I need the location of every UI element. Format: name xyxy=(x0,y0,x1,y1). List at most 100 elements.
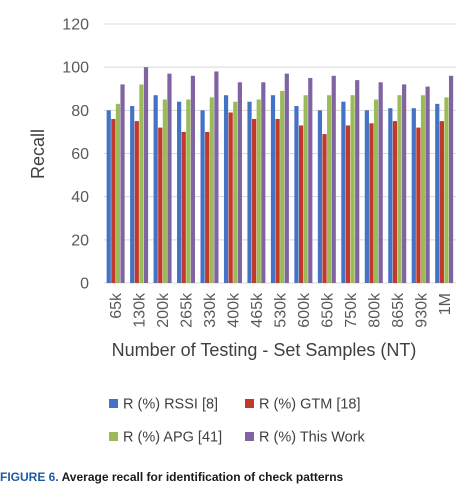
bar xyxy=(303,95,308,283)
x-tick-label: 1M xyxy=(437,293,454,315)
bar xyxy=(143,67,149,284)
bar xyxy=(298,125,304,283)
bar xyxy=(341,101,346,283)
x-tick-label: 65k xyxy=(108,292,125,319)
bar xyxy=(177,101,182,283)
bar xyxy=(322,134,327,283)
x-tick-label: 750k xyxy=(343,292,360,328)
bar xyxy=(355,80,360,283)
bar xyxy=(167,73,172,284)
bar xyxy=(200,110,205,283)
x-tick-label: 200k xyxy=(155,292,172,328)
legend-entry: R (%) RSSI [8] xyxy=(109,397,218,413)
legend-swatch xyxy=(245,399,254,408)
bar xyxy=(327,95,332,283)
x-tick-label: 650k xyxy=(319,292,336,328)
bar xyxy=(331,75,336,283)
bar xyxy=(284,73,289,284)
bar xyxy=(369,123,374,284)
x-axis-tick-labels: 65k 130k 200k 265k 330k 400k 465k 530k 600k 650k 7… xyxy=(108,292,454,328)
bar xyxy=(425,86,430,283)
bar xyxy=(261,82,266,284)
bar xyxy=(214,71,219,283)
x-tick-label: 600k xyxy=(296,292,313,328)
y-tick-label: 40 xyxy=(71,189,89,206)
x-tick-label: 465k xyxy=(249,292,266,328)
bar xyxy=(439,121,444,283)
x-tick-label: 865k xyxy=(390,292,407,328)
recall-bar-chart: 0 20 40 60 80 100 120 65k 130k 200k 265k 330k 400k 4… xyxy=(28,17,456,446)
bar xyxy=(120,84,125,283)
legend-label: R (%) APG [41] xyxy=(123,430,222,446)
bar xyxy=(247,101,252,283)
bar xyxy=(435,103,440,283)
x-tick-label: 530k xyxy=(273,292,290,328)
bar xyxy=(378,82,383,284)
legend-label: R (%) This Work xyxy=(259,430,366,446)
bar xyxy=(308,77,313,283)
y-axis-title: Recall xyxy=(28,129,48,179)
bar xyxy=(209,97,214,283)
bar xyxy=(397,95,402,283)
figure-caption-text: Average recall for identification of che… xyxy=(61,470,344,484)
x-tick-label: 800k xyxy=(366,292,383,328)
y-tick-label: 100 xyxy=(62,60,89,77)
bar xyxy=(256,99,261,284)
bar xyxy=(448,75,454,283)
gridlines xyxy=(104,23,456,284)
bar xyxy=(350,95,355,283)
bar xyxy=(444,97,449,283)
legend-entry: R (%) This Work xyxy=(245,430,366,446)
bar xyxy=(186,99,191,284)
bar xyxy=(317,110,323,283)
bar xyxy=(130,106,135,284)
bars xyxy=(106,67,454,284)
bar xyxy=(420,95,426,283)
bar xyxy=(364,110,369,283)
bar xyxy=(190,75,196,283)
bar xyxy=(411,108,416,283)
bar xyxy=(162,99,167,284)
bar xyxy=(275,118,280,283)
x-tick-label: 265k xyxy=(179,292,196,328)
bar xyxy=(233,101,238,283)
legend: R (%) RSSI [8] R (%) GTM [18] R (%) APG [4… xyxy=(109,397,366,446)
figure-caption-label: FIGURE 6. xyxy=(0,470,59,484)
bar xyxy=(294,106,299,284)
bar xyxy=(153,95,158,283)
bar xyxy=(228,112,233,283)
legend-swatch xyxy=(109,432,118,441)
bar xyxy=(139,84,144,283)
x-tick-label: 330k xyxy=(202,292,219,328)
y-tick-label: 20 xyxy=(71,232,89,249)
bar xyxy=(280,90,285,284)
x-tick-label: 400k xyxy=(226,292,243,328)
bar xyxy=(416,127,421,283)
y-tick-label: 0 xyxy=(80,276,89,293)
legend-entry: R (%) GTM [18] xyxy=(245,397,361,413)
bar xyxy=(345,125,351,283)
bar xyxy=(270,95,276,283)
figure-caption: FIGURE 6. Average recall for identificat… xyxy=(0,470,474,486)
x-axis-title: Number of Testing - Set Samples (NT) xyxy=(112,340,417,360)
bar xyxy=(223,95,229,283)
legend-swatch xyxy=(245,432,254,441)
y-tick-label: 60 xyxy=(71,146,89,163)
bar xyxy=(392,121,398,283)
bar xyxy=(115,103,121,283)
bar xyxy=(205,131,210,283)
bar xyxy=(111,118,116,283)
y-tick-label: 120 xyxy=(62,17,89,34)
bar xyxy=(134,121,139,283)
bar xyxy=(106,110,111,283)
bar xyxy=(388,108,393,283)
legend-label: R (%) RSSI [8] xyxy=(123,397,218,413)
legend-label: R (%) GTM [18] xyxy=(259,397,361,413)
y-axis-tick-labels: 0 20 40 60 80 100 120 xyxy=(62,17,89,293)
x-tick-label: 130k xyxy=(132,292,149,328)
bar xyxy=(252,118,257,283)
legend-swatch xyxy=(109,399,118,408)
bar xyxy=(158,127,163,283)
x-tick-label: 930k xyxy=(413,292,430,328)
legend-entry: R (%) APG [41] xyxy=(109,430,222,446)
